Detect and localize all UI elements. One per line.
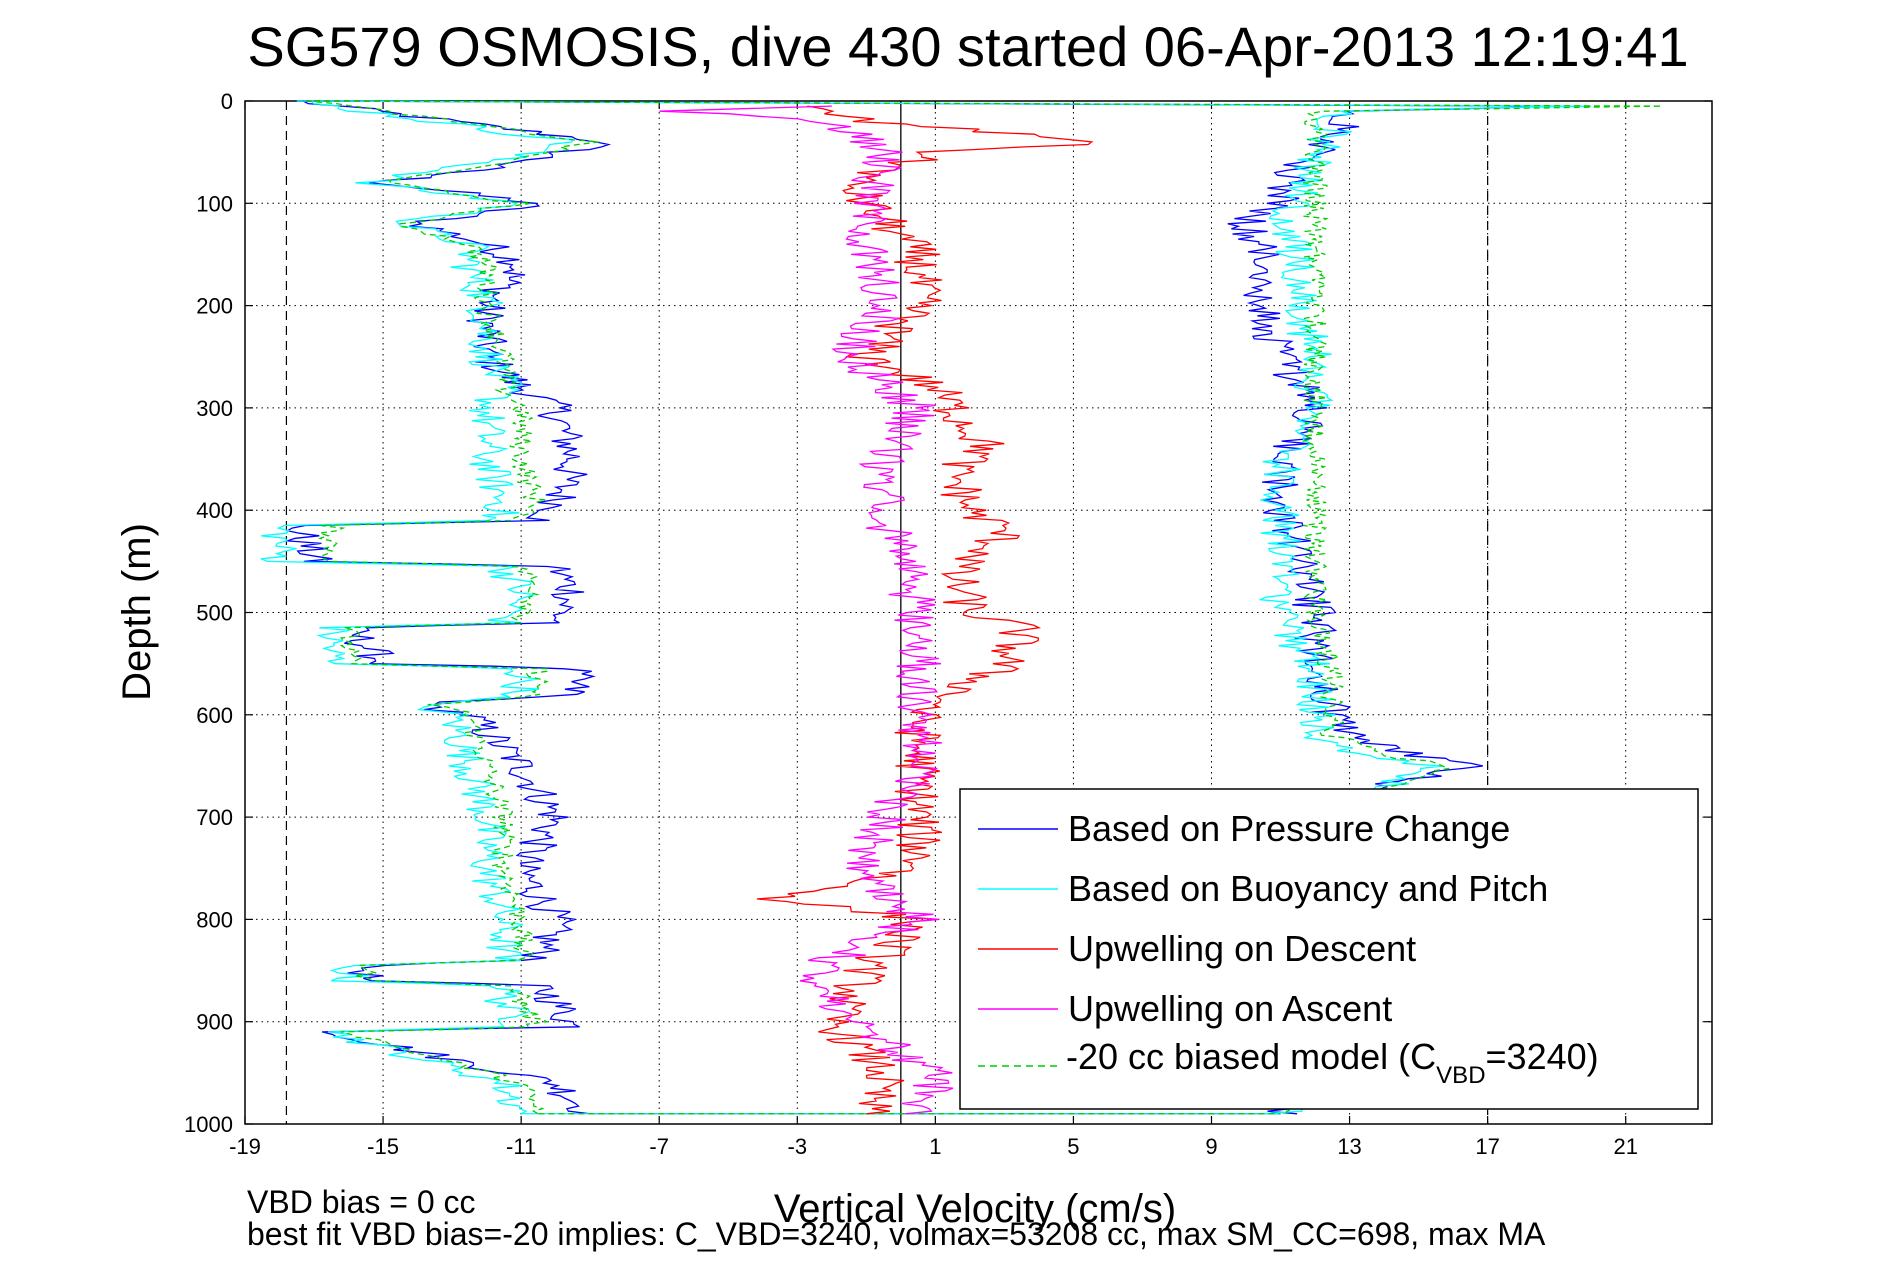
y-tick-label: 300: [196, 396, 233, 421]
x-tick-label: 9: [1205, 1134, 1217, 1159]
legend-box: [959, 788, 1699, 1110]
legend: Based on Pressure Change Based on Buoyan…: [959, 788, 1699, 1110]
legend-label-model-suffix: =3240): [1486, 1036, 1599, 1077]
legend-label-descent: Upwelling on Descent: [1068, 928, 1416, 969]
y-axis-ticks: 0 100 200 300 400 500 600 700 800 900 1000: [184, 89, 1712, 1137]
footer-vbd-bias: VBD bias = 0 cc: [247, 1184, 476, 1220]
legend-label-model-subscript: VBD: [1436, 1062, 1485, 1089]
legend-label-pressure: Based on Pressure Change: [1068, 808, 1510, 849]
footer-best-fit: best fit VBD bias=-20 implies: C_VBD=324…: [247, 1216, 1546, 1252]
x-tick-label: 17: [1475, 1134, 1499, 1159]
legend-label-model: -20 cc biased model (CVBD=3240): [1066, 1036, 1599, 1089]
y-tick-label: 500: [196, 601, 233, 626]
x-tick-label: 5: [1067, 1134, 1079, 1159]
x-tick-label: -19: [229, 1134, 261, 1159]
series-upwelling-on-descent: [756, 105, 1094, 1115]
legend-label-model-prefix: -20 cc biased model (C: [1066, 1036, 1436, 1077]
x-tick-label: 1: [929, 1134, 941, 1159]
series-based-on-pressure-change-descent: [285, 100, 612, 1115]
y-tick-label: 900: [196, 1010, 233, 1035]
y-tick-label: 400: [196, 498, 233, 523]
chart-title: SG579 OSMOSIS, dive 430 started 06-Apr-2…: [247, 15, 1688, 78]
y-tick-label: 0: [221, 89, 233, 114]
legend-label-buoyancy: Based on Buoyancy and Pitch: [1068, 868, 1548, 909]
x-tick-label: 21: [1613, 1134, 1637, 1159]
reference-lines: [285, 101, 1489, 1124]
legend-label-ascent: Upwelling on Ascent: [1068, 988, 1392, 1029]
x-tick-label: -3: [788, 1134, 808, 1159]
y-tick-label: 800: [196, 907, 233, 932]
series-20-cc-biased-model-cvbd-3240-surface-turn: [314, 100, 1661, 107]
series-20-cc-biased-model-cvbd-3240-ascent: [1285, 105, 1661, 1114]
x-axis-ticks: -19 -15 -11 -7 -3 1 5 9 13 17 21: [229, 101, 1638, 1159]
y-tick-label: 200: [196, 294, 233, 319]
y-tick-label: 100: [196, 191, 233, 216]
x-tick-label: -7: [649, 1134, 669, 1159]
series-upwelling-on-ascent: [659, 105, 954, 1115]
x-tick-label: -11: [506, 1134, 536, 1159]
x-tick-label: 13: [1337, 1134, 1361, 1159]
y-tick-label: 600: [196, 703, 233, 728]
series-20-cc-biased-model-cvbd-3240-descent: [306, 100, 600, 1115]
y-axis-label: Depth (m): [115, 523, 159, 701]
y-tick-label: 700: [196, 805, 233, 830]
x-tick-label: -15: [367, 1134, 399, 1159]
y-tick-label: 1000: [184, 1112, 233, 1137]
x-axis-label: Vertical Velocity (cm/s): [774, 1187, 1176, 1231]
